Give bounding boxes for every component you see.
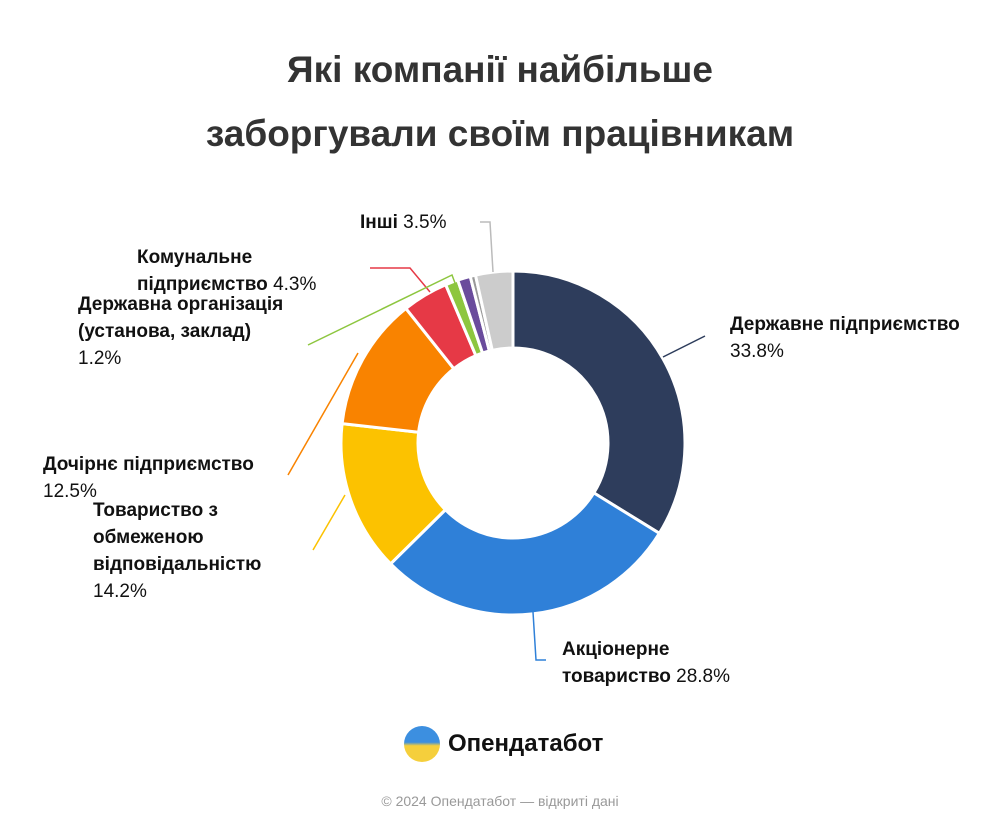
- chart-title: Які компанії найбільше заборгували своїм…: [0, 38, 1000, 166]
- label-1: Акціонерне товариство 28.8%: [562, 639, 731, 687]
- leader-line-2: [312, 494, 346, 551]
- brand-logo: Опендатабот: [404, 726, 603, 762]
- leader-line-8: [480, 221, 494, 273]
- footer: © 2024 Опендатабот — відкриті дані: [381, 793, 619, 809]
- brand-name: Опендатабот: [448, 730, 604, 757]
- leader-line-0: [662, 335, 706, 358]
- leader-line-5: [307, 273, 456, 346]
- opendatabot-logo-icon: [404, 726, 440, 762]
- slice-0: [511, 269, 687, 535]
- label-3: Дочірнє підприємство 12.5%: [43, 454, 254, 502]
- leader-line-4: [370, 267, 431, 293]
- slice-8: [473, 269, 515, 352]
- label-4: Комунальне підприємство 4.3%: [137, 247, 317, 295]
- title-line-2: заборгували своїм працівникам: [205, 113, 795, 154]
- label-8: Інші 3.5%: [360, 212, 447, 233]
- leader-line-1: [532, 611, 546, 661]
- leader-line-3: [287, 352, 359, 476]
- title-line-1: Які компанії найбільше: [287, 49, 713, 90]
- label-5: Державна організація (установа, заклад) …: [78, 294, 284, 369]
- label-0: Державне підприємство 33.8%: [730, 314, 960, 362]
- slice-1: [389, 491, 661, 617]
- label-2: Товариство з обмеженою відповідальністю …: [93, 500, 262, 602]
